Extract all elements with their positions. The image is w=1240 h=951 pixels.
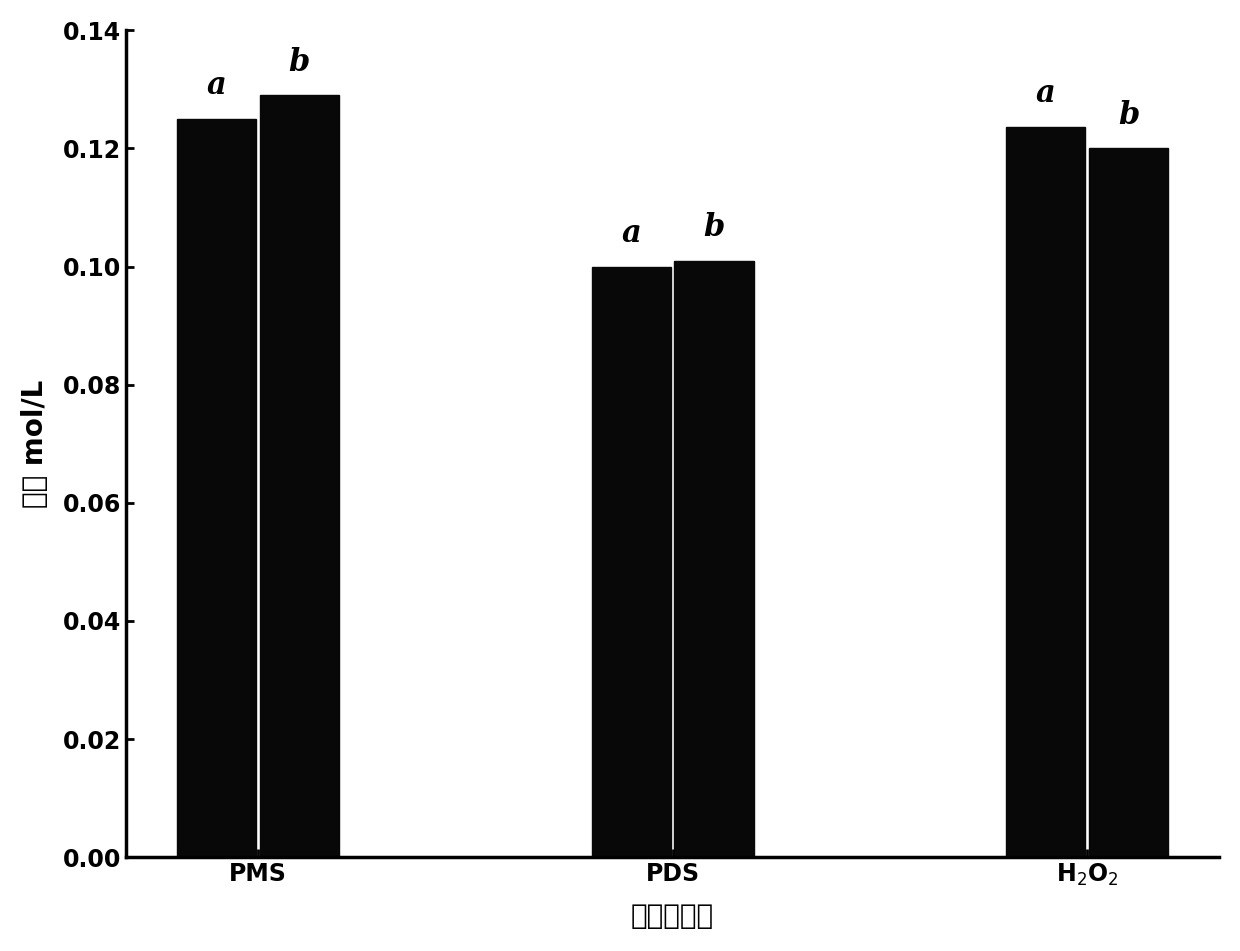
Text: a: a bbox=[207, 70, 227, 101]
Bar bbox=[1089, 148, 1168, 857]
Text: b: b bbox=[289, 47, 310, 78]
Text: b: b bbox=[1118, 100, 1140, 130]
Y-axis label: 浓度 mol/L: 浓度 mol/L bbox=[21, 379, 48, 508]
Text: a: a bbox=[1035, 78, 1055, 108]
Bar bbox=[1006, 126, 1085, 857]
Bar bbox=[675, 261, 754, 857]
Bar bbox=[260, 95, 339, 857]
Text: a: a bbox=[621, 218, 641, 249]
Text: b: b bbox=[703, 212, 724, 243]
X-axis label: 氧化剂种类: 氧化剂种类 bbox=[631, 902, 714, 930]
Bar bbox=[591, 266, 671, 857]
Bar bbox=[177, 119, 255, 857]
